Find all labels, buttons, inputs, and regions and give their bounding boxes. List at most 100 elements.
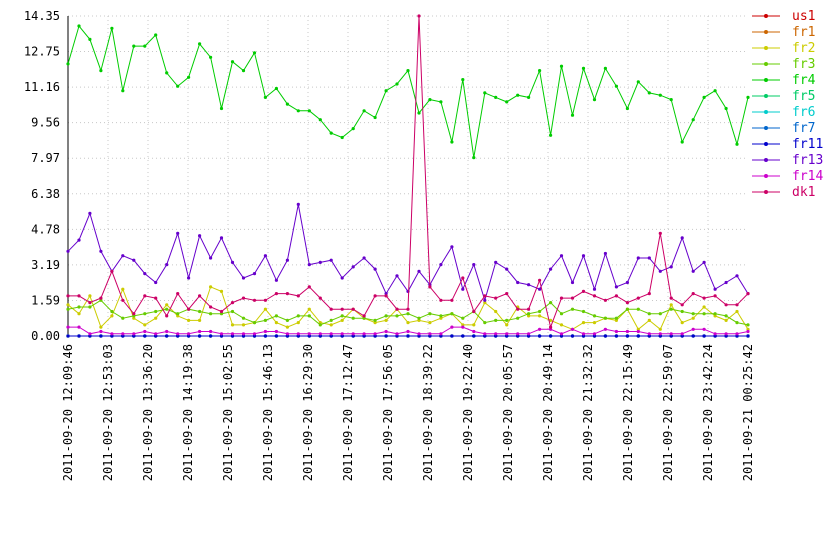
- data-point-fr13: [614, 285, 619, 289]
- data-point-fr3: [219, 312, 224, 316]
- data-point-dk1: [121, 298, 125, 302]
- data-point-fr14: [439, 332, 443, 336]
- data-point-fr3: [483, 321, 487, 325]
- data-point-fr2: [219, 289, 224, 293]
- data-point-fr11: [494, 334, 498, 338]
- data-point-fr4: [570, 113, 575, 117]
- data-point-fr2: [614, 318, 619, 322]
- legend-label-fr2: fr2: [792, 41, 815, 56]
- data-point-fr2: [187, 318, 191, 322]
- legend-label-fr13: fr13: [792, 153, 823, 168]
- data-point-fr4: [559, 64, 564, 68]
- data-point-fr13: [99, 249, 103, 253]
- data-point-fr2: [527, 314, 531, 318]
- data-point-fr11: [154, 334, 158, 338]
- data-point-fr13: [132, 258, 136, 262]
- data-point-fr13: [351, 265, 355, 269]
- data-point-dk1: [450, 298, 454, 302]
- data-point-fr11: [241, 334, 246, 338]
- data-point-fr3: [274, 314, 278, 318]
- data-point-fr11: [735, 334, 739, 338]
- data-point-fr11: [307, 334, 311, 338]
- data-point-fr11: [549, 334, 553, 338]
- legend-label-us1: us1: [792, 9, 815, 24]
- data-point-fr2: [702, 305, 706, 309]
- data-point-fr3: [143, 312, 147, 316]
- data-point-fr3: [66, 307, 70, 311]
- data-point-dk1: [154, 296, 158, 300]
- series-line-fr13: [67, 204, 749, 303]
- data-point-fr4: [99, 69, 103, 73]
- data-point-fr2: [406, 321, 410, 325]
- data-point-fr14: [362, 332, 366, 336]
- data-point-fr3: [132, 314, 136, 318]
- data-point-fr3: [746, 323, 750, 327]
- y-tick-labels: 0.00 1.59 3.19 4.78 6.38 7.97 9.56 11.16 12.75 14…: [24, 9, 60, 343]
- data-point-fr11: [187, 334, 191, 338]
- data-point-fr4: [165, 71, 169, 75]
- data-point-fr3: [505, 318, 509, 322]
- data-point-fr14: [132, 332, 136, 336]
- data-point-dk1: [691, 292, 695, 296]
- data-point-fr11: [88, 334, 92, 338]
- data-point-fr11: [428, 334, 432, 338]
- data-point-fr3: [209, 312, 213, 316]
- data-point-fr14: [538, 327, 542, 331]
- grid-lines: [68, 15, 748, 336]
- data-point-fr13: [373, 267, 377, 271]
- x-tick-label: 2011-09-20 22:59:07: [661, 344, 675, 481]
- data-point-fr14: [110, 332, 114, 336]
- data-point-fr3: [702, 312, 706, 316]
- data-point-fr4: [735, 142, 739, 146]
- data-point-dk1: [110, 269, 114, 273]
- data-point-fr14: [417, 332, 421, 336]
- data-point-fr14: [99, 329, 103, 334]
- y-tick-label: 4.78: [31, 222, 60, 236]
- data-point-fr4: [680, 140, 684, 144]
- data-point-fr4: [176, 84, 180, 88]
- data-point-fr11: [658, 334, 662, 338]
- data-point-fr4: [362, 109, 366, 113]
- data-point-fr2: [494, 309, 498, 314]
- data-point-fr11: [625, 334, 630, 338]
- data-point-fr4: [373, 115, 377, 120]
- data-point-fr2: [296, 321, 300, 325]
- data-point-fr13: [516, 280, 520, 285]
- data-point-fr2: [373, 321, 377, 325]
- legend-marker-fr5: [764, 94, 768, 98]
- data-point-fr11: [603, 334, 608, 338]
- y-tick-label: 0.00: [31, 329, 60, 343]
- data-point-fr14: [198, 329, 202, 334]
- data-point-fr11: [450, 334, 454, 338]
- data-point-fr4: [603, 66, 608, 70]
- x-tick-label: 2011-09-20 16:29:30: [301, 344, 315, 481]
- x-tick-label: 2011-09-20 15:02:55: [221, 344, 235, 481]
- data-point-fr13: [77, 238, 81, 242]
- data-point-fr14: [285, 332, 289, 336]
- data-point-fr11: [724, 334, 728, 338]
- data-point-fr13: [209, 256, 213, 260]
- data-point-dk1: [263, 298, 267, 302]
- data-point-fr2: [274, 321, 278, 325]
- data-point-fr13: [581, 254, 586, 258]
- data-point-fr13: [636, 256, 640, 260]
- data-point-dk1: [417, 14, 421, 18]
- data-point-fr2: [88, 294, 92, 298]
- data-point-dk1: [494, 296, 498, 300]
- data-point-fr4: [527, 95, 531, 99]
- data-point-fr3: [296, 314, 300, 318]
- data-point-fr4: [154, 33, 158, 37]
- data-point-fr3: [384, 314, 388, 318]
- data-point-fr11: [176, 334, 180, 338]
- data-point-fr3: [680, 309, 684, 314]
- data-point-fr11: [318, 334, 322, 338]
- data-point-fr2: [241, 323, 246, 327]
- data-point-fr14: [187, 332, 191, 336]
- data-point-fr14: [592, 332, 597, 336]
- data-point-fr2: [483, 301, 487, 305]
- data-point-fr2: [285, 325, 289, 329]
- data-point-dk1: [549, 325, 553, 329]
- data-point-fr14: [230, 332, 235, 336]
- data-point-fr13: [669, 265, 673, 269]
- data-point-fr3: [362, 316, 366, 320]
